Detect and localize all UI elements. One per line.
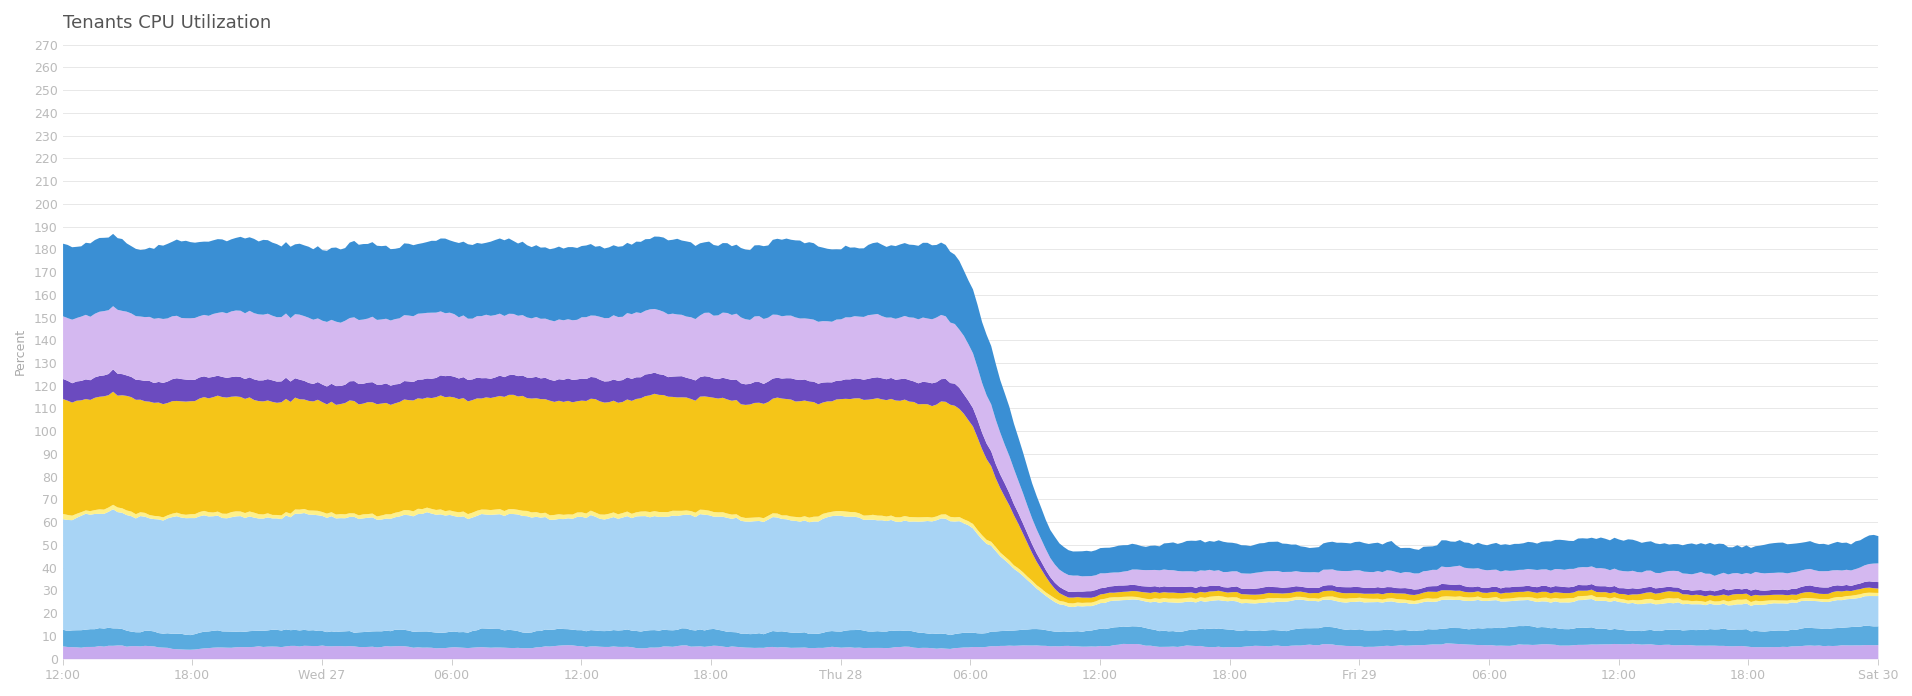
Y-axis label: Percent: Percent xyxy=(13,328,27,375)
Text: Tenants CPU Utilization: Tenants CPU Utilization xyxy=(63,14,272,32)
